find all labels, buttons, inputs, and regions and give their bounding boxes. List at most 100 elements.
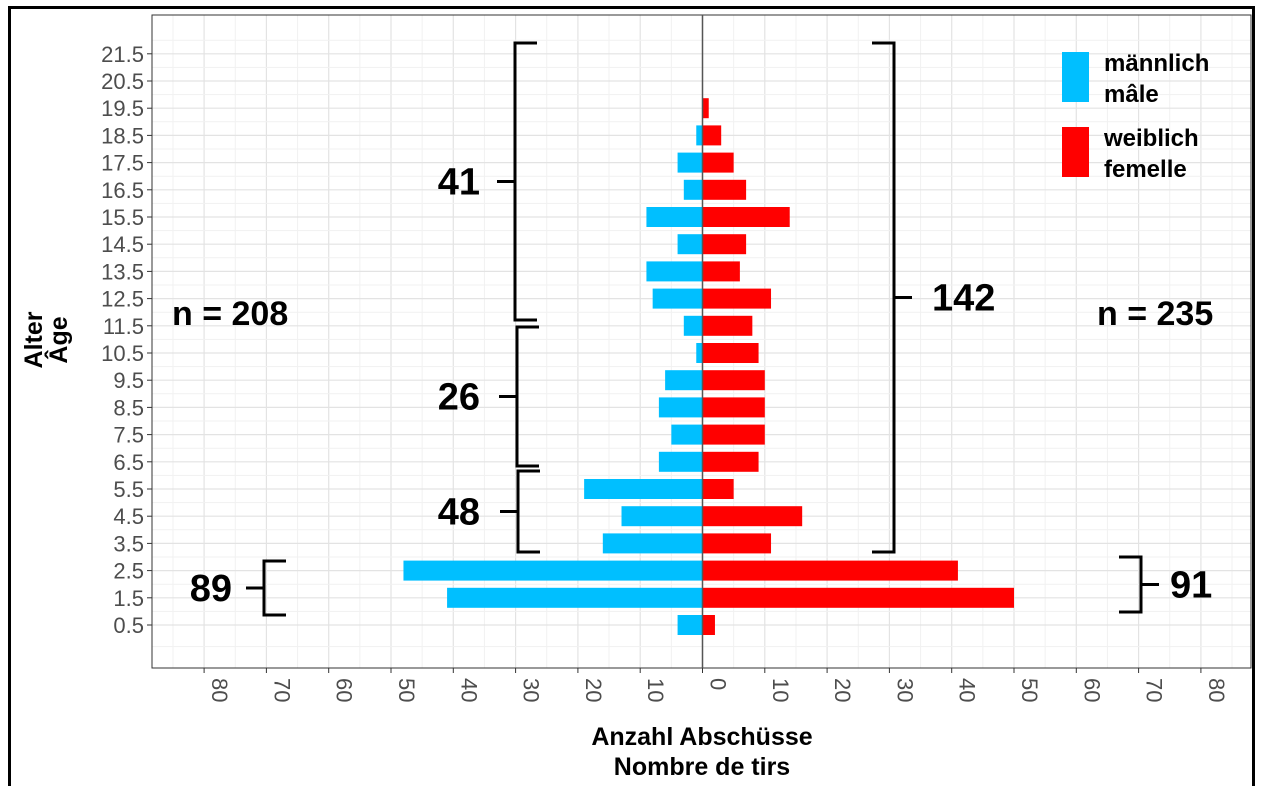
bar-female-16.5 [702, 179, 747, 200]
bracket-label-41: 41 [438, 162, 480, 204]
y-tick-label: 16.5 [101, 178, 144, 203]
bar-male-14.5 [677, 234, 703, 255]
bracket-label-142: 142 [932, 278, 995, 320]
bar-male-13.5 [646, 261, 703, 282]
x-axis-title-de: Anzahl Abschüsse [591, 723, 812, 751]
y-tick-label: 1.5 [113, 586, 144, 611]
bar-male-9.5 [665, 370, 703, 391]
bar-male-10.5 [696, 343, 703, 363]
bar-female-18.5 [702, 125, 722, 146]
bar-female-8.5 [702, 397, 765, 418]
bar-female-1.5 [702, 587, 1014, 608]
x-tick-label: 10 [768, 678, 793, 702]
bar-female-12.5 [702, 288, 772, 309]
y-tick-label: 13.5 [101, 259, 144, 284]
y-tick-label: 14.5 [101, 232, 144, 257]
bar-male-2.5 [403, 560, 703, 581]
plot-border [151, 14, 1252, 669]
y-tick-label: 21.5 [101, 42, 144, 67]
x-tick-label: 30 [519, 678, 544, 702]
y-axis-title-de: Alter [20, 311, 48, 368]
legend-swatch-male [1062, 52, 1089, 102]
bracket-label-48: 48 [438, 492, 480, 534]
x-tick-label: 20 [830, 678, 855, 702]
bracket-label-26: 26 [438, 377, 480, 419]
bar-female-15.5 [702, 207, 790, 227]
axes: 0.51.52.5 3.54.55.56.57.5 8.59.510.511.512… [101, 15, 1229, 702]
bar-female-7.5 [702, 424, 765, 445]
y-tick-label: 5.5 [113, 477, 144, 502]
y-tick-label: 17.5 [101, 151, 144, 176]
x-tick-label: 60 [1079, 678, 1104, 702]
y-tick-label: 12.5 [101, 287, 144, 312]
bracket-label-89: 89 [190, 568, 232, 610]
bar-female-13.5 [702, 261, 740, 282]
y-tick-label: 3.5 [113, 531, 144, 556]
bar-male-16.5 [683, 179, 703, 200]
x-tick-label: 70 [269, 678, 294, 702]
x-tick-label: 50 [394, 678, 419, 702]
y-axis-title-fr: Âge [43, 316, 73, 363]
bar-female-3.5 [702, 533, 772, 554]
x-tick-label: 0 [706, 678, 731, 690]
bar-male-3.5 [602, 533, 703, 554]
y-tick-label: 10.5 [101, 341, 144, 366]
x-tick-label: 50 [1017, 678, 1042, 702]
y-tick-label: 15.5 [101, 205, 144, 230]
bars [403, 98, 1014, 635]
x-tick-label: 80 [1204, 678, 1229, 702]
plot-panel [152, 15, 1251, 668]
bar-male-11.5 [683, 315, 703, 336]
y-tick-label: 4.5 [113, 504, 144, 529]
legend-label-female-1: weiblich [1103, 125, 1199, 152]
bar-male-8.5 [658, 397, 703, 418]
figure-frame [8, 6, 1255, 786]
bar-female-11.5 [702, 315, 753, 336]
bar-female-10.5 [702, 343, 759, 363]
bar-female-9.5 [702, 370, 765, 391]
x-tick-label: 40 [456, 678, 481, 702]
legend-label-male-2: mâle [1104, 81, 1159, 108]
y-tick-label: 2.5 [113, 559, 144, 584]
bar-male-7.5 [671, 424, 703, 445]
bar-male-4.5 [621, 506, 703, 527]
bracket-label-91: 91 [1170, 565, 1212, 607]
x-tick-label: 30 [892, 678, 917, 702]
x-tick-label: 80 [207, 678, 232, 702]
bar-female-17.5 [702, 152, 734, 173]
bar-male-1.5 [447, 587, 703, 608]
bar-female-6.5 [702, 451, 759, 472]
y-tick-label: 8.5 [113, 395, 144, 420]
x-tick-label: 10 [643, 678, 668, 702]
x-tick-label: 70 [1142, 678, 1167, 702]
legend-label-male-1: männlich [1104, 50, 1209, 77]
y-tick-label: 18.5 [101, 123, 144, 148]
bar-male-5.5 [584, 479, 703, 499]
x-tick-label: 40 [955, 678, 980, 702]
x-tick-label: 60 [332, 678, 357, 702]
bar-male-17.5 [677, 152, 703, 173]
x-axis-title-fr: Nombre de tirs [614, 753, 790, 781]
y-tick-label: 6.5 [113, 450, 144, 475]
y-tick-label: 7.5 [113, 423, 144, 448]
bar-male-0.5 [677, 615, 703, 635]
bar-female-4.5 [702, 506, 803, 527]
grid [151, 14, 1252, 669]
n-left-annotation: n = 208 [172, 295, 288, 333]
y-tick-label: 19.5 [101, 96, 144, 121]
bar-female-0.5 [702, 615, 715, 635]
legend: männlich mâle weiblich femelle [1062, 50, 1209, 183]
n-right-annotation: n = 235 [1097, 295, 1213, 333]
legend-swatch-female [1062, 127, 1089, 177]
bar-female-2.5 [702, 560, 958, 581]
bar-male-15.5 [646, 207, 703, 227]
x-tick-label: 20 [581, 678, 606, 702]
bar-male-18.5 [696, 125, 703, 146]
legend-label-female-2: femelle [1104, 156, 1187, 183]
bar-female-14.5 [702, 234, 747, 255]
annotations: 41 26 48 89 142 91 [190, 41, 1212, 617]
y-tick-label: 9.5 [113, 368, 144, 393]
y-tick-label: 0.5 [113, 613, 144, 638]
y-tick-label: 20.5 [101, 69, 144, 94]
